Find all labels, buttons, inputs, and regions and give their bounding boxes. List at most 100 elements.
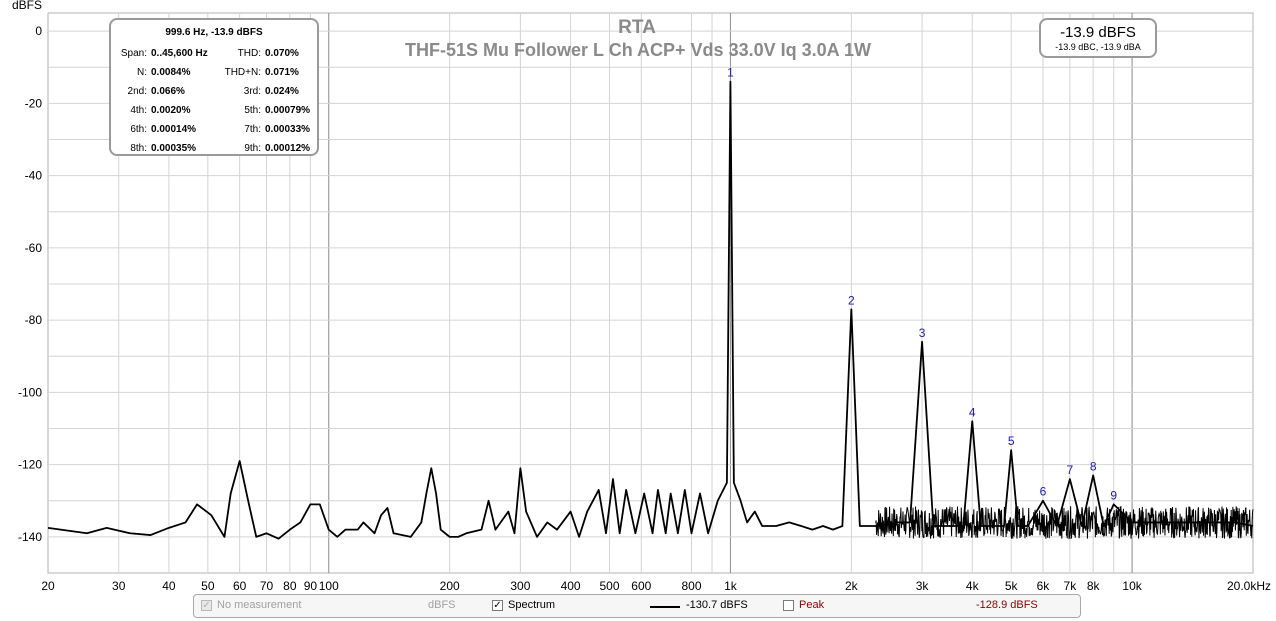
y-tick-label: 0 xyxy=(35,24,42,38)
x-tick-label: 4k xyxy=(966,579,980,593)
stats-value: 0.024% xyxy=(265,86,299,97)
no-measurement-label: No measurement xyxy=(217,599,302,611)
no-measurement-item: ✓ No measurement xyxy=(201,599,301,611)
harmonic-label: 9 xyxy=(1110,488,1117,502)
stats-row: N: 0.0084% THD+N: 0.071% xyxy=(113,63,310,82)
stats-label: 9th: xyxy=(244,143,261,154)
stats-value: 0.071% xyxy=(265,67,299,78)
x-tick-label: 200 xyxy=(440,579,460,593)
spectrum-item: ✓ Spectrum xyxy=(492,599,555,611)
x-tick-label: 600 xyxy=(631,579,651,593)
y-axis-ticks: 0 -20 -40 -60 -80 -100 -120 -140 xyxy=(18,24,42,544)
stats-row: 6th: 0.00014% 7th: 0.00033% xyxy=(113,120,310,139)
peak-value: -128.9 dBFS xyxy=(976,599,1038,611)
y-tick-label: -20 xyxy=(25,96,43,110)
harmonic-label: 3 xyxy=(919,326,926,340)
stats-value: 0.0020% xyxy=(151,105,191,116)
no-measurement-unit: dBFS xyxy=(428,599,456,611)
x-tick-label: 2k xyxy=(845,579,859,593)
y-tick-label: -80 xyxy=(25,313,43,327)
stats-label: N: xyxy=(137,67,147,78)
stats-label: 3rd: xyxy=(243,86,261,97)
stats-label: 5th: xyxy=(244,105,261,116)
stats-value: 0.066% xyxy=(151,86,185,97)
spectrum-checkbox[interactable]: ✓ xyxy=(492,599,503,611)
x-tick-label: 5k xyxy=(1005,579,1019,593)
chart-title: RTA xyxy=(618,17,656,38)
level-main: -13.9 dBFS xyxy=(1060,24,1136,41)
harmonic-label: 5 xyxy=(1008,434,1015,448)
no-measurement-checkbox: ✓ xyxy=(201,599,212,611)
y-tick-label: -100 xyxy=(18,385,42,399)
x-tick-label: 3k xyxy=(916,579,930,593)
stats-value: 0.00012% xyxy=(265,143,311,154)
x-tick-label: 70 xyxy=(260,579,274,593)
x-tick-label: 7k xyxy=(1064,579,1078,593)
x-tick-label: 400 xyxy=(561,579,581,593)
stats-header: 999.6 Hz, -13.9 dBFS xyxy=(165,27,263,38)
x-tick-label: 800 xyxy=(681,579,701,593)
harmonic-label: 7 xyxy=(1067,463,1074,477)
peak-checkbox[interactable] xyxy=(783,599,794,611)
x-tick-label: 500 xyxy=(599,579,619,593)
x-tick-label: 100 xyxy=(319,579,339,593)
stats-row: 4th: 0.0020% 5th: 0.00079% xyxy=(113,101,310,120)
series-layer xyxy=(47,80,1254,540)
spectrum-noise-band xyxy=(875,505,1254,540)
x-tick-label: 300 xyxy=(510,579,530,593)
stats-value: 0.00014% xyxy=(151,124,197,135)
stats-table: Span: 0..45,600 Hz THD: 0.070% N: 0.0084% THD+… xyxy=(113,44,310,158)
legend-bar: ✓ No measurement dBFS ✓ Spectrum -130.7 … xyxy=(193,594,1081,618)
x-tick-label: 8k xyxy=(1087,579,1101,593)
harmonic-labels: 1 2 3 4 5 6 7 8 9 xyxy=(727,66,1117,503)
stats-label: THD: xyxy=(237,48,261,59)
spectrum-value: -130.7 dBFS xyxy=(686,599,748,611)
chart-subtitle: THF-51S Mu Follower L Ch ACP+ Vds 33.0V … xyxy=(405,40,871,60)
x-tick-label: 50 xyxy=(201,579,215,593)
stats-label: 8th: xyxy=(130,143,147,154)
stats-label: Span: xyxy=(120,48,147,59)
stats-label: 7th: xyxy=(244,124,261,135)
x-tick-label: 1k xyxy=(724,579,738,593)
stats-value: 0.00033% xyxy=(265,124,311,135)
stats-label: 4th: xyxy=(130,105,147,116)
stats-value: 0..45,600 Hz xyxy=(151,48,208,59)
stats-value: 0.00079% xyxy=(265,105,311,116)
level-sub: -13.9 dBC, -13.9 dBA xyxy=(1055,42,1141,52)
stats-label: THD+N: xyxy=(224,67,261,78)
y-tick-label: -120 xyxy=(18,458,42,472)
x-tick-label: 10k xyxy=(1122,579,1142,593)
peak-label: Peak xyxy=(799,599,825,611)
harmonic-label: 6 xyxy=(1040,485,1047,499)
y-tick-label: -140 xyxy=(18,530,42,544)
stats-row: Span: 0..45,600 Hz THD: 0.070% xyxy=(113,44,310,63)
x-tick-label: 40 xyxy=(162,579,176,593)
peak-item: Peak xyxy=(783,599,824,611)
stats-value: 0.070% xyxy=(265,48,299,59)
x-axis-ticks: 20 30 40 50 60 70 80 90 100 200 300 400 500 600 800 1k 2… xyxy=(41,579,1271,593)
stats-value: 0.00035% xyxy=(151,143,197,154)
harmonic-label: 2 xyxy=(848,293,855,307)
y-tick-label: -40 xyxy=(25,169,43,183)
spectrum-label: Spectrum xyxy=(508,599,556,611)
harmonic-label: 1 xyxy=(727,66,734,80)
x-tick-label: 60 xyxy=(233,579,247,593)
x-tick-label: 80 xyxy=(283,579,297,593)
level-readout-panel: -13.9 dBFS -13.9 dBC, -13.9 dBA xyxy=(1039,18,1157,58)
x-tick-label: 30 xyxy=(112,579,126,593)
harmonic-label: 4 xyxy=(969,405,976,419)
y-axis-label: dBFS xyxy=(12,0,42,12)
stats-label: 2nd: xyxy=(127,86,147,97)
stats-value: 0.0084% xyxy=(151,67,191,78)
distortion-stats-panel: 999.6 Hz, -13.9 dBFS Span: 0..45,600 Hz TH… xyxy=(109,18,319,156)
x-tick-label: 20 xyxy=(41,579,55,593)
spectrum-series-line xyxy=(47,80,1254,540)
x-tick-label: 20.0kHz xyxy=(1227,579,1271,593)
stats-row: 8th: 0.00035% 9th: 0.00012% xyxy=(113,139,310,158)
y-tick-label: -60 xyxy=(25,241,43,255)
stats-row: 2nd: 0.066% 3rd: 0.024% xyxy=(113,82,310,101)
stats-label: 6th: xyxy=(130,124,147,135)
spectrum-swatch xyxy=(650,606,680,608)
x-tick-label: 90 xyxy=(304,579,318,593)
harmonic-label: 8 xyxy=(1090,459,1097,473)
